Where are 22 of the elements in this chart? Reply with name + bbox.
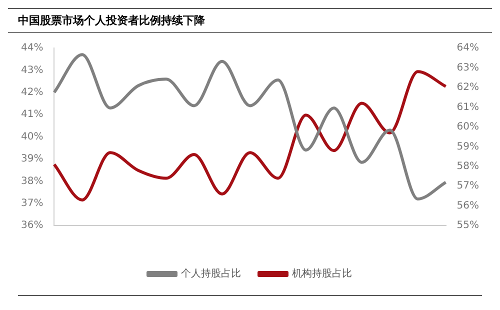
y2-tick-label: 57% xyxy=(456,180,480,192)
y-tick-label: 38% xyxy=(20,176,44,187)
y-tick-label: 42% xyxy=(20,86,44,98)
y2-tick-label: 55% xyxy=(456,220,480,232)
y2-tick-label: 59% xyxy=(456,141,480,152)
y-tick-label: 41% xyxy=(20,109,44,120)
y2-tick-label: 62% xyxy=(456,82,480,94)
y-tick-label: 37% xyxy=(20,198,44,209)
y2-tick-label: 61% xyxy=(456,102,480,113)
y-tick-label: 40% xyxy=(20,131,44,142)
y2-tick-label: 63% xyxy=(456,62,480,74)
y2-tick-label: 58% xyxy=(456,160,480,172)
chart-title: 中国股票市场个人投资者比例持续下降 xyxy=(8,8,492,33)
legend-label: 个人持股占比 xyxy=(181,268,241,280)
y-tick-label: 43% xyxy=(20,64,44,76)
legend-label: 机构持股占比 xyxy=(292,268,352,280)
y-tick-label: 39% xyxy=(20,154,44,165)
y2-tick-label: 64% xyxy=(456,42,480,54)
y-tick-label: 44% xyxy=(20,42,44,54)
y-tick-label: 36% xyxy=(20,220,44,232)
y2-tick-label: 56% xyxy=(456,200,480,212)
y2-tick-label: 60% xyxy=(456,122,480,133)
